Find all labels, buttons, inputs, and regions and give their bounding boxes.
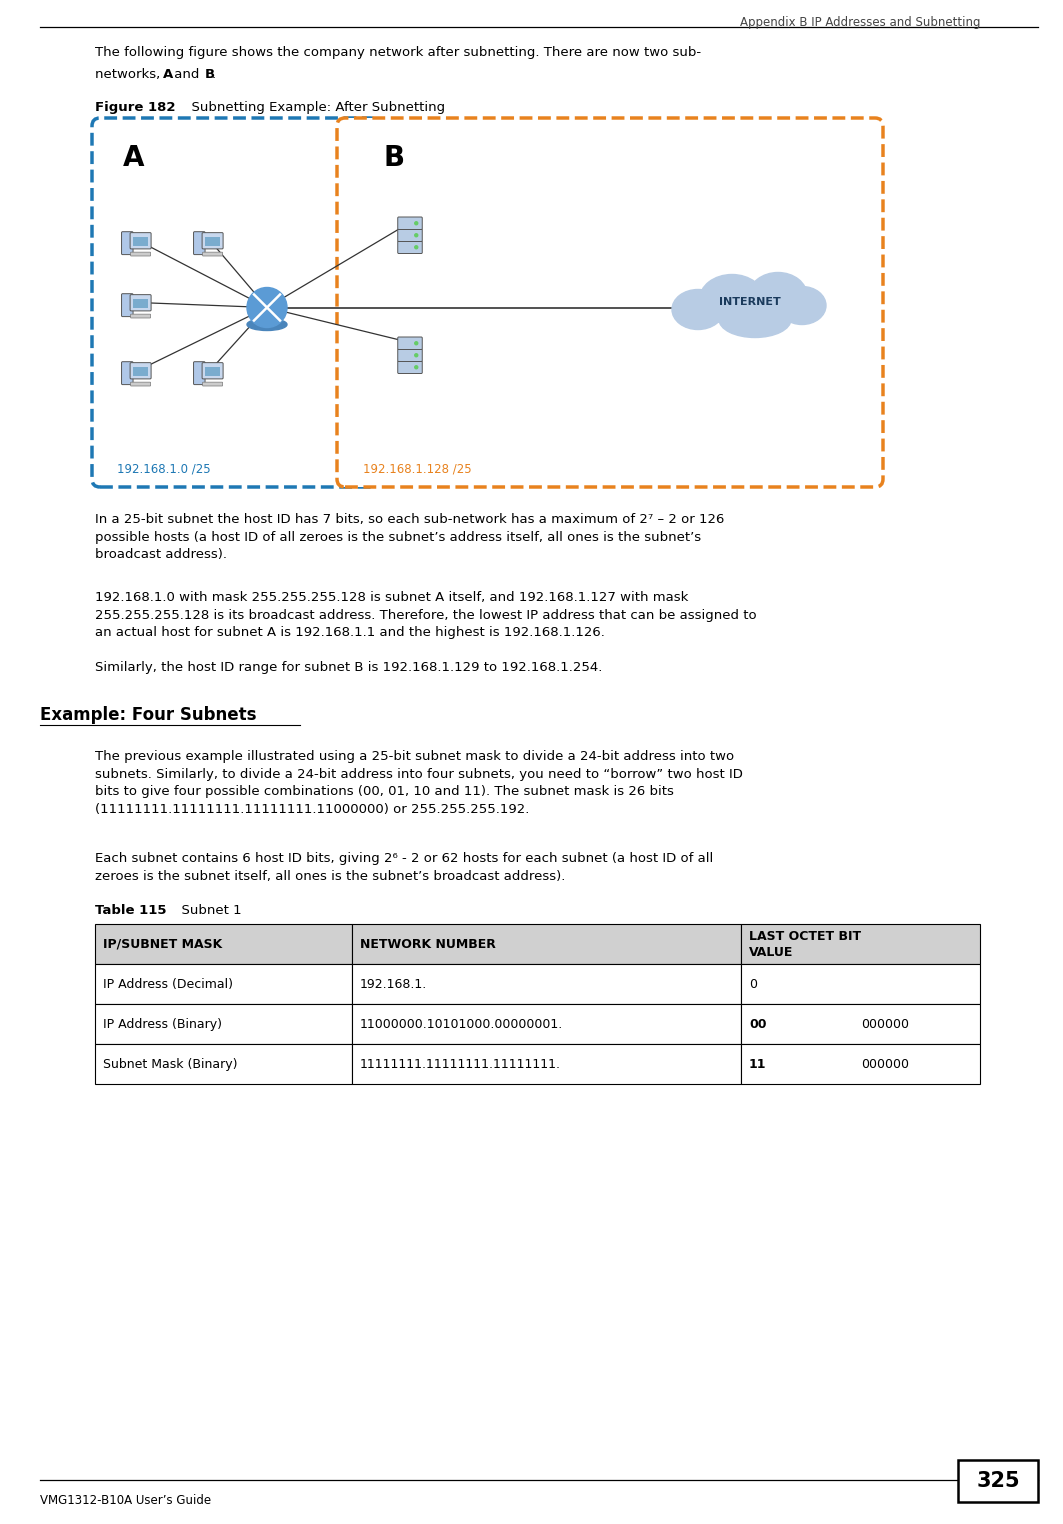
FancyBboxPatch shape — [121, 361, 133, 384]
Circle shape — [415, 233, 418, 236]
FancyBboxPatch shape — [193, 361, 205, 384]
Text: Figure 182: Figure 182 — [95, 101, 175, 114]
Text: 11000000.10101000.00000001.: 11000000.10101000.00000001. — [359, 1018, 563, 1030]
Text: Each subnet contains 6 host ID bits, giving 2⁶ - 2 or 62 hosts for each subnet (: Each subnet contains 6 host ID bits, giv… — [95, 852, 713, 882]
Text: A: A — [164, 69, 173, 81]
Text: 325: 325 — [976, 1471, 1019, 1490]
Text: NETWORK NUMBER: NETWORK NUMBER — [359, 937, 495, 951]
Bar — [741, 924, 980, 965]
Ellipse shape — [672, 290, 724, 329]
Text: The following figure shows the company network after subnetting. There are now t: The following figure shows the company n… — [95, 46, 702, 59]
Ellipse shape — [749, 273, 807, 319]
Bar — [95, 924, 352, 965]
Text: 00: 00 — [749, 1018, 766, 1030]
Text: INTERNET: INTERNET — [720, 297, 781, 306]
Text: IP/SUBNET MASK: IP/SUBNET MASK — [103, 937, 222, 951]
Bar — [205, 366, 220, 376]
FancyBboxPatch shape — [131, 314, 151, 319]
Text: Similarly, the host ID range for subnet B is 192.168.1.129 to 192.168.1.254.: Similarly, the host ID range for subnet … — [95, 661, 603, 674]
Text: In a 25-bit subnet the host ID has 7 bits, so each sub-network has a maximum of : In a 25-bit subnet the host ID has 7 bit… — [95, 514, 724, 561]
Text: Subnet Mask (Binary): Subnet Mask (Binary) — [103, 1058, 237, 1070]
Text: Subnetting Example: After Subnetting: Subnetting Example: After Subnetting — [183, 101, 445, 114]
Circle shape — [415, 245, 418, 248]
Text: Subnet 1: Subnet 1 — [173, 904, 241, 917]
Bar — [95, 965, 352, 1004]
Bar — [95, 1044, 352, 1084]
FancyBboxPatch shape — [203, 383, 222, 386]
Text: Appendix B IP Addresses and Subnetting: Appendix B IP Addresses and Subnetting — [740, 15, 980, 29]
FancyBboxPatch shape — [193, 232, 205, 255]
FancyBboxPatch shape — [121, 294, 133, 317]
Bar — [352, 924, 741, 965]
FancyBboxPatch shape — [398, 361, 422, 373]
Bar — [958, 1460, 1037, 1503]
FancyBboxPatch shape — [398, 229, 422, 241]
Text: 11: 11 — [749, 1058, 766, 1070]
Bar — [352, 1004, 741, 1044]
Text: 11111111.11111111.11111111.: 11111111.11111111.11111111. — [359, 1058, 560, 1070]
Circle shape — [415, 341, 418, 344]
Text: VMG1312-B10A User’s Guide: VMG1312-B10A User’s Guide — [40, 1494, 212, 1507]
Ellipse shape — [247, 319, 287, 331]
Text: IP Address (Decimal): IP Address (Decimal) — [103, 977, 233, 991]
FancyBboxPatch shape — [398, 216, 422, 230]
Text: .: . — [212, 69, 216, 81]
Bar — [95, 1004, 352, 1044]
Bar — [352, 965, 741, 1004]
Text: B: B — [204, 69, 215, 81]
Text: 192.168.1.0 /25: 192.168.1.0 /25 — [117, 462, 210, 475]
Bar — [133, 366, 148, 376]
Text: 192.168.1.128 /25: 192.168.1.128 /25 — [362, 462, 472, 475]
Text: The previous example illustrated using a 25-bit subnet mask to divide a 24-bit a: The previous example illustrated using a… — [95, 750, 743, 815]
Ellipse shape — [778, 287, 826, 325]
Bar — [352, 1044, 741, 1084]
FancyBboxPatch shape — [131, 383, 151, 386]
FancyBboxPatch shape — [337, 117, 883, 488]
Text: 0: 0 — [749, 977, 757, 991]
Text: 192.168.1.: 192.168.1. — [359, 977, 427, 991]
FancyBboxPatch shape — [203, 251, 222, 256]
Text: A: A — [123, 143, 145, 172]
Bar — [133, 299, 148, 308]
Circle shape — [415, 223, 418, 224]
Circle shape — [415, 366, 418, 369]
Text: networks,: networks, — [95, 69, 165, 81]
Bar — [133, 236, 148, 245]
Text: LAST OCTET BIT
VALUE: LAST OCTET BIT VALUE — [749, 930, 861, 959]
FancyBboxPatch shape — [398, 337, 422, 349]
FancyBboxPatch shape — [131, 251, 151, 256]
Text: 000000: 000000 — [861, 1058, 909, 1070]
Text: Example: Four Subnets: Example: Four Subnets — [40, 706, 256, 724]
Circle shape — [247, 288, 287, 328]
FancyBboxPatch shape — [130, 294, 151, 311]
FancyBboxPatch shape — [202, 233, 223, 248]
Bar — [741, 965, 980, 1004]
Circle shape — [415, 354, 418, 357]
Ellipse shape — [719, 302, 791, 337]
Text: IP Address (Binary): IP Address (Binary) — [103, 1018, 222, 1030]
Ellipse shape — [699, 274, 764, 325]
Text: B: B — [383, 143, 404, 172]
FancyBboxPatch shape — [121, 232, 133, 255]
FancyBboxPatch shape — [398, 349, 422, 361]
FancyBboxPatch shape — [130, 363, 151, 379]
FancyBboxPatch shape — [398, 241, 422, 253]
Text: Table 115: Table 115 — [95, 904, 167, 917]
FancyBboxPatch shape — [92, 117, 378, 488]
Bar — [741, 1044, 980, 1084]
Text: 192.168.1.0 with mask 255.255.255.128 is subnet A itself, and 192.168.1.127 with: 192.168.1.0 with mask 255.255.255.128 is… — [95, 591, 757, 639]
Bar — [741, 1004, 980, 1044]
Bar — [205, 236, 220, 245]
Text: and: and — [170, 69, 204, 81]
FancyBboxPatch shape — [202, 363, 223, 379]
FancyBboxPatch shape — [130, 233, 151, 248]
Text: 000000: 000000 — [861, 1018, 909, 1030]
